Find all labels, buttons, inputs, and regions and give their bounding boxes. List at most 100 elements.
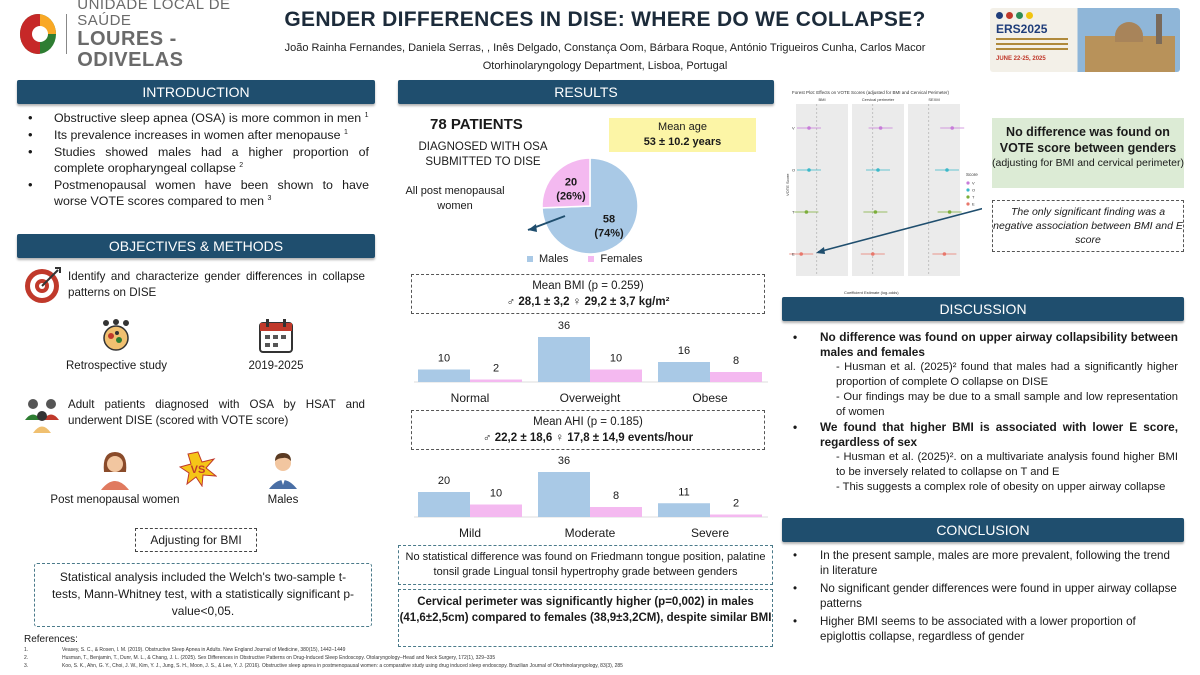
category-label: Mild [459,526,481,540]
patients-group-icon [25,399,59,433]
category-label: Obese [692,391,728,405]
list-item: Postmenopausal women have been shown to … [24,177,369,209]
forest-point-v [878,126,883,130]
statistics-box: Statistical analysis included the Welch'… [34,563,372,627]
forest-panel-bg [796,104,848,276]
discussion-subpoint: - Our findings may be due to a small sam… [836,391,1178,418]
list-item: No significant gender differences were f… [790,581,1178,611]
forest-pointer-arrow [816,247,825,254]
category-label: Overweight [560,391,621,405]
no-difference-box: No difference was found on VOTE score be… [992,118,1184,188]
conclusion-heading: CONCLUSION [782,518,1184,542]
forest-legend-swatch [966,202,970,206]
reference-item: 2. Husman, T., Benjamin, T., Dunr, M. L.,… [24,655,496,661]
forest-legend-label: V [972,181,975,186]
bmi-title: Mean BMI (p = 0.259) [532,280,644,292]
bar-females-obese [710,372,762,382]
ahi-box: Mean AHI (p = 0.185) ♂ 22,2 ± 18,6 ♀ 17,… [411,410,765,450]
legend-males: Males [527,253,568,265]
forest-pointer-line [817,207,982,253]
woman-icon [101,452,129,490]
bar-females-moderate [590,507,642,517]
results-heading: RESULTS [398,80,774,104]
list-item: Higher BMI seems to be associated with a… [790,614,1178,644]
no-difference-sub: (adjusting for BMI and cervical perimete… [992,157,1184,169]
conference-name: ERS2025 [996,22,1048,36]
forest-row-label: T [792,210,795,215]
logo-line2: LOURES - ODIVELAS [77,27,184,71]
bar-males-overweight [538,337,590,382]
mean-age-box: Mean age 53 ± 10.2 years [609,118,756,152]
forest-point-t [947,210,952,214]
forest-row-label: V [792,126,795,131]
calendar-icon [259,319,293,353]
forest-title: Forest Plot: Effects on VOTE Scores (adj… [792,90,949,95]
pie-slice-females [541,157,591,209]
logo-line1: UNIDADE LOCAL DE SAÚDE [77,0,231,29]
list-item: In the present sample, males are more pr… [790,548,1178,578]
forest-plot: Forest Plot: Effects on VOTE Scores (adj… [785,90,982,295]
pie-pointer-arrow [528,224,537,232]
introduction-heading: INTRODUCTION [17,80,375,104]
friedman-note: No statistical difference was found on F… [398,545,773,585]
list-item: Obstructive sleep apnea (OSA) is more co… [24,110,369,126]
poster-title: GENDER DIFFERENCES IN DISE: WHERE DO WE … [284,8,926,31]
ahi-values: ♂ 22,2 ± 18,6 ♀ 17,8 ± 14,9 events/hour [482,432,694,444]
legend-females: Females [588,253,643,265]
conclusion-list: In the present sample, males are more pr… [790,548,1178,647]
bar-value-label: 36 [558,320,570,332]
group-women: Post menopausal women [50,494,180,506]
bar-females-severe [710,514,762,517]
pie-value-label: 58 [603,213,615,225]
bar-value-label: 10 [610,353,622,365]
population-text: Adult patients diagnosed with OSA by HSA… [68,398,365,427]
postmenopausal-note: All post menopausal women [405,185,505,212]
forest-panel-bg [852,104,904,276]
logo-emblem-icon [20,14,57,54]
forest-point-o [945,168,949,172]
no-difference-title: No difference was found on VOTE score be… [999,125,1177,155]
bar-males-obese [658,362,710,382]
list-item: Studies showed males had a higher propor… [24,144,369,176]
introduction-list: Obstructive sleep apnea (OSA) is more co… [24,110,369,210]
gender-pie-chart: 58 (74%) 20 (26%) [527,157,639,255]
pie-percent-label: (74%) [594,227,624,239]
forest-panel-label: SEXM [928,97,939,102]
versus-icon: VS [179,451,217,487]
bar-males-severe [658,503,710,517]
study-type: Retrospective study [66,360,167,372]
discussion-point: We found that higher BMI is associated w… [790,420,1178,450]
pie-value-label: 20 [565,177,577,189]
category-label: Normal [451,391,490,405]
forest-point-v [950,126,954,130]
discussion-subpoint: - Husman et al. (2025)². on a multivaria… [836,451,1178,478]
discussion-heading: DISCUSSION [782,297,1184,321]
discussion-point: No difference was found on upper airway … [790,330,1178,360]
forest-panel-label: BMI [818,97,825,102]
forest-point-e [799,252,803,256]
mean-age-value: 53 ± 10.2 years [643,136,722,148]
pie-percent-label: (26%) [556,191,586,203]
mean-age-label: Mean age [658,121,707,133]
bmi-box: Mean BMI (p = 0.259) ♂ 28,1 ± 3,2 ♀ 29,2… [411,274,765,314]
bar-males-normal [418,369,470,382]
bar-value-label: 16 [678,345,690,357]
forest-ylabel: VOTE Score [785,173,790,196]
forest-point-e [871,252,875,256]
cervical-note: Cervical perimeter was significantly hig… [398,589,773,647]
forest-legend-label: O [972,188,975,193]
forest-legend-label: E [972,202,975,207]
category-label: Moderate [565,526,616,540]
bar-value-label: 2 [733,498,739,510]
department: Otorhinolaryngology Department, Lisboa, … [482,60,728,72]
category-label: Severe [691,526,729,540]
author-list: João Rainha Fernandes, Daniela Serras, ,… [284,42,926,54]
bar-females-overweight [590,369,642,382]
study-period: 2019-2025 [248,360,304,372]
patients-description: DIAGNOSED WITH OSA SUBMITTED TO DISE [418,141,548,168]
svg-text:VS: VS [191,464,206,476]
study-group-icon [103,319,129,351]
bar-females-mild [470,504,522,517]
bar-value-label: 11 [678,486,689,498]
target-icon [25,267,61,303]
